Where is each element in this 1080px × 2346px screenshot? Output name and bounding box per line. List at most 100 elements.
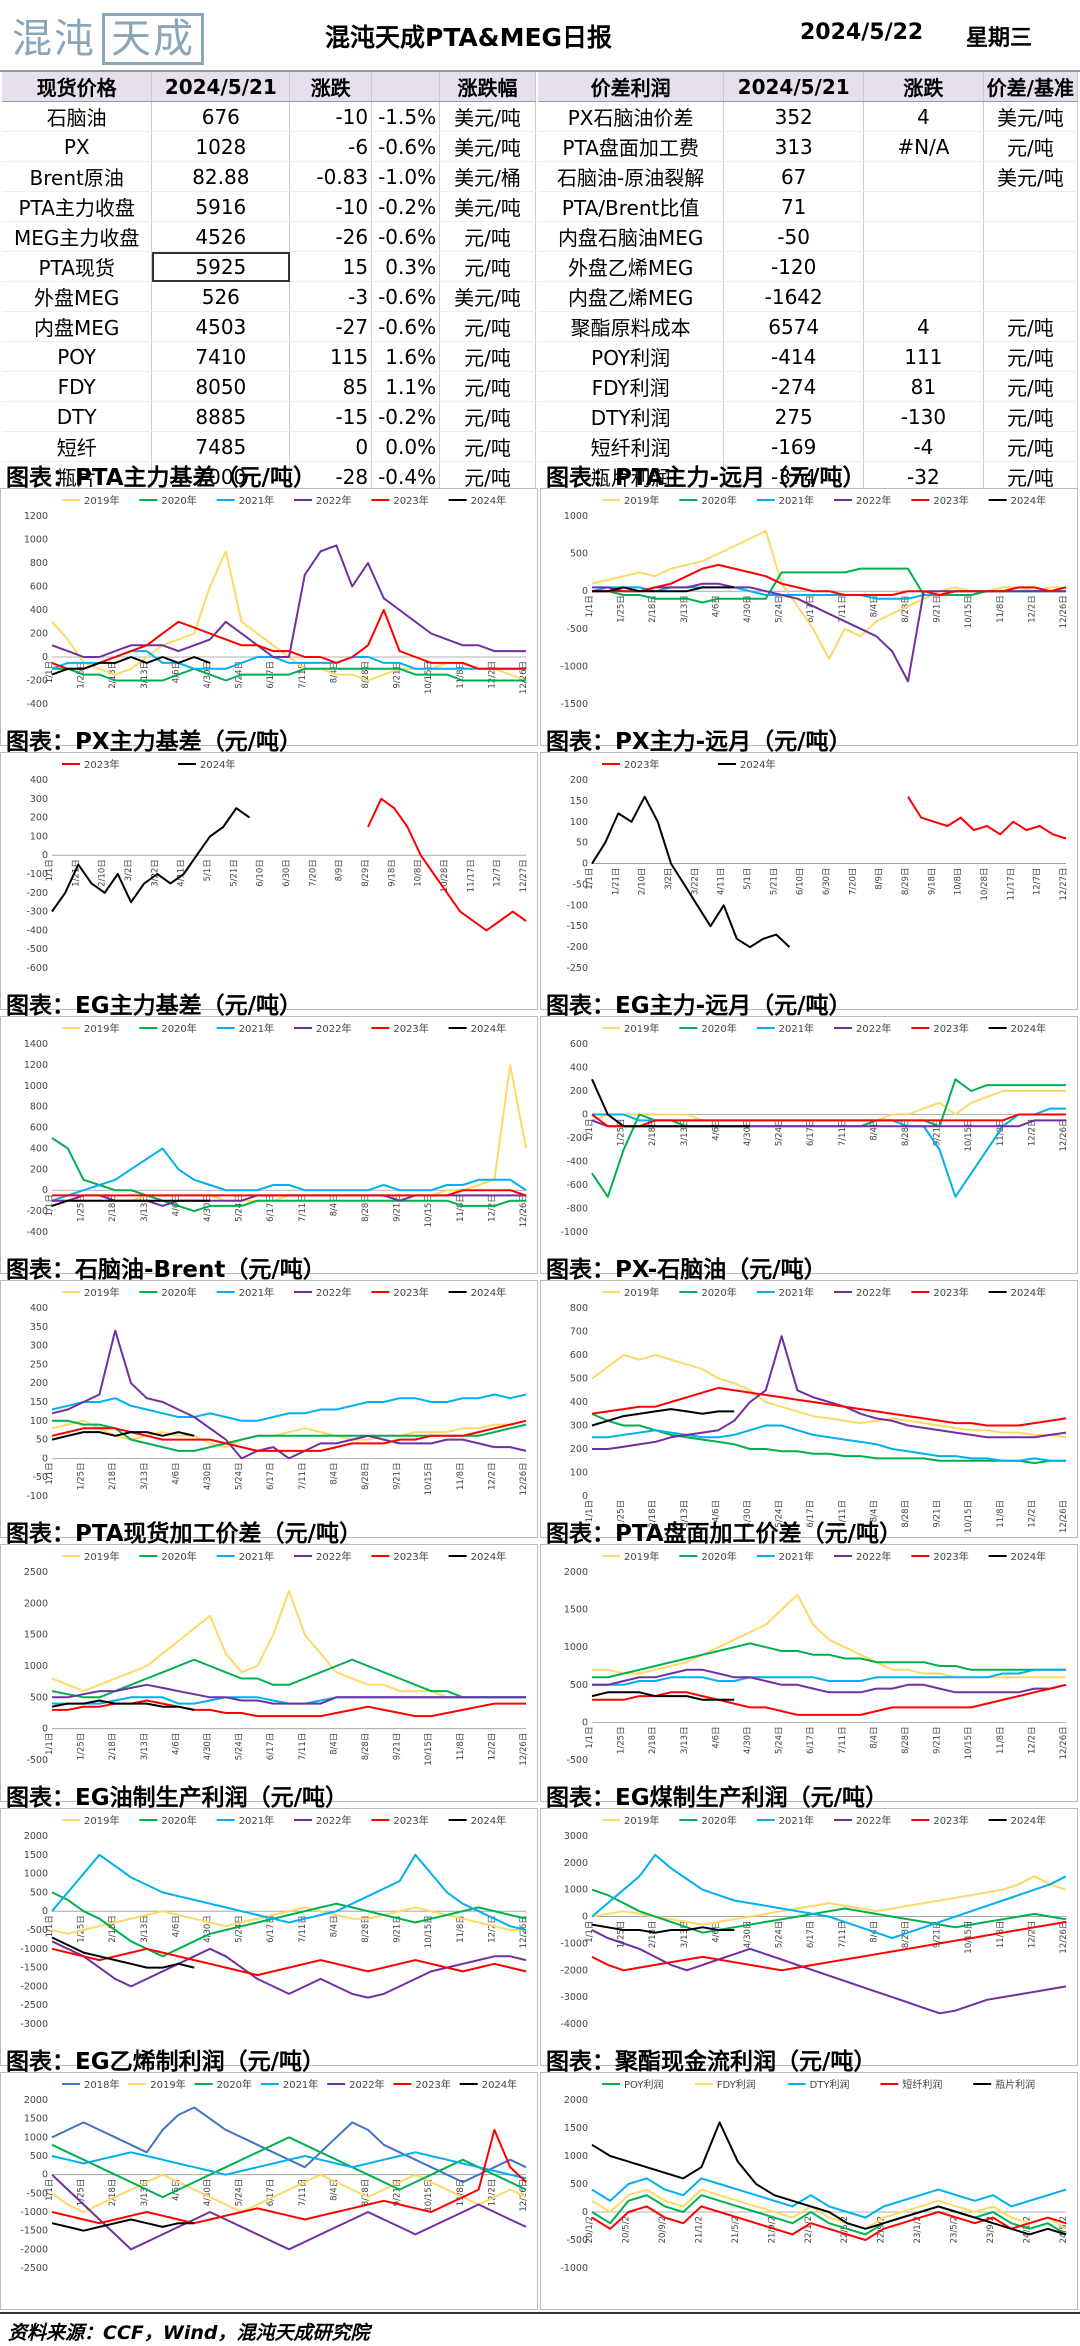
chart-panel: 2019年 2020年 2021年 2022年 2023年 2024年 -100 -50 0 50… — [0, 1280, 538, 1542]
x-tick-label: 6/17日 — [266, 1915, 276, 1943]
y-tick-label: 50 — [576, 838, 588, 849]
chart-svg: 2019年 2020年 2021年 2022年 2023年 2024年 -400 -200 0 2… — [0, 1016, 538, 1274]
x-tick-label: 12/27日 — [1059, 868, 1069, 901]
legend-entry: 2019年 — [62, 1814, 119, 1827]
x-tick-label: 2/10日 — [638, 868, 648, 896]
x-tick-label: 9/21日 — [393, 1915, 403, 1943]
series-line — [51, 1393, 527, 1422]
x-tick-label: 1/1日 — [45, 1915, 55, 1937]
legend-label: 2024年 — [471, 1022, 506, 1035]
legend-entry: 2021年 — [756, 1022, 814, 1035]
logo-text: 混沌 — [12, 16, 96, 62]
x-tick-label: 3/13日 — [140, 1915, 150, 1943]
x-tick-label: 4/30日 — [203, 1194, 213, 1222]
spread-table-header-cell: 2024/5/21 — [723, 72, 865, 102]
x-tick-label: 2/18日 — [648, 1726, 658, 1754]
chart-title: 图表：EG乙烯制利润（元/吨） — [6, 2049, 325, 2075]
spread-table-cell: 4 — [863, 101, 984, 132]
legend-label: 2020年 — [161, 1286, 196, 1299]
x-tick-label: 3/13日 — [680, 595, 690, 623]
legend-label: 2023年 — [393, 494, 428, 507]
series-line — [592, 1335, 1067, 1450]
x-tick-label: 4/6日 — [171, 1733, 181, 1755]
legend-entry: 2020年 — [679, 1022, 737, 1035]
spot-table-cell: PX — [2, 131, 153, 162]
spread-table-header-cell: 涨跌 — [863, 72, 984, 102]
x-tick-label: 4/30日 — [743, 1119, 753, 1147]
series-line — [51, 609, 526, 670]
x-tick-label: 8/28日 — [361, 1733, 371, 1761]
spot-table-cell: -26 — [289, 221, 373, 252]
spread-table-cell: -130 — [863, 401, 984, 432]
chart-svg: 2019年 2020年 2021年 2022年 2023年 2024年 -3000 -2500… — [0, 1808, 538, 2066]
spread-profit-table: 价差利润 2024/5/21 涨跌 价差/基准 PX石脑油价差 352 4 美元/吨 PTA盘面… — [538, 72, 1079, 492]
x-tick-label: 3/13日 — [140, 1462, 150, 1490]
y-tick-label: -1000 — [560, 1227, 588, 1238]
y-tick-label: 500 — [570, 2179, 588, 2190]
spread-table-cell — [983, 221, 1079, 252]
legend-entry: 2022年 — [294, 1022, 351, 1035]
spread-table-cell — [863, 221, 984, 252]
x-tick-label: 10/15日 — [964, 1921, 974, 1954]
spot-table-cell: 0 — [289, 431, 373, 462]
spot-table-cell: -0.6% — [371, 221, 441, 252]
y-tick-label: 50 — [36, 1435, 48, 1446]
x-tick-label: 3/13日 — [140, 661, 150, 689]
y-tick-label: 1000 — [24, 1081, 48, 1092]
y-tick-label: 0 — [42, 1724, 48, 1735]
spot-table-cell: 短纤 — [2, 431, 153, 462]
spot-table-cell: DTY — [2, 401, 153, 432]
spot-table-row: 瓶片 7000 -28 -0.4% 元/吨 — [2, 461, 536, 492]
spread-table-row: 聚酯原料成本 6574 4 元/吨 — [538, 311, 1079, 342]
y-tick-label: 500 — [30, 1887, 48, 1898]
spot-table-cell: -0.2% — [371, 191, 441, 222]
series-line — [592, 563, 1067, 596]
x-tick-label: 4/30日 — [203, 1733, 213, 1761]
y-tick-label: -200 — [26, 1206, 48, 1217]
x-tick-label: 4/6日 — [711, 1119, 721, 1141]
spot-table-cell: MEG主力收盘 — [2, 221, 153, 252]
y-tick-label: 1500 — [564, 1605, 588, 1616]
legend-label: DTY利润 — [810, 2078, 850, 2091]
legend-entry: 2023年 — [911, 1550, 969, 1563]
x-tick-label: 23/9/2 — [986, 2216, 996, 2243]
x-tick-label: 22/1/2 — [804, 2216, 814, 2243]
x-tick-label: 11/8日 — [456, 1733, 466, 1761]
spread-table-cell: -414 — [723, 341, 865, 372]
legend-entry: 2020年 — [139, 1022, 197, 1035]
y-tick-label: 400 — [30, 1303, 48, 1314]
x-tick-label: 5/24日 — [235, 1462, 245, 1490]
spread-table-row: 石脑油-原油裂解 67 美元/吨 — [538, 161, 1079, 192]
spread-table-row: 内盘石脑油MEG -50 — [538, 221, 1079, 252]
legend-entry: 2021年 — [756, 1286, 814, 1299]
spot-table-cell: PTA主力收盘 — [2, 191, 153, 222]
y-tick-label: 1500 — [24, 2114, 48, 2125]
spread-table-cell: 外盘乙烯MEG — [538, 251, 725, 282]
series-line — [52, 1189, 527, 1197]
y-tick-label: -1000 — [20, 1944, 48, 1955]
series-line — [591, 2205, 1067, 2241]
x-tick-label: 21/1/2 — [694, 2216, 704, 2243]
series-line — [592, 1642, 1066, 1679]
y-tick-label: 400 — [30, 1143, 48, 1154]
spread-table-cell: 81 — [863, 371, 984, 402]
y-tick-label: 300 — [30, 1341, 48, 1352]
spread-table-cell: FDY利润 — [538, 371, 725, 402]
x-tick-label: 10/15日 — [964, 1500, 974, 1533]
y-tick-label: 800 — [570, 1303, 588, 1314]
legend-entry: 2022年 — [294, 1814, 351, 1827]
y-tick-label: -50 — [572, 879, 588, 890]
y-tick-label: 600 — [570, 1039, 588, 1050]
spot-table-row: FDY 8050 85 1.1% 元/吨 — [2, 371, 536, 402]
spread-table-cell: 石脑油-原油裂解 — [538, 161, 725, 192]
spread-table-row: POY利润 -414 111 元/吨 — [538, 341, 1079, 372]
legend-entry: 2019年 — [602, 1814, 659, 1827]
x-tick-label: 7/11日 — [298, 1194, 308, 1222]
legend-entry: 2021年 — [756, 1814, 814, 1827]
x-tick-label: 1/21日 — [71, 859, 81, 887]
series-line — [51, 2151, 527, 2180]
legend-label: 2020年 — [701, 1550, 736, 1563]
chart-title: 图表：EG主力-远月（元/吨） — [546, 993, 852, 1019]
x-tick-label: 5/24日 — [235, 1915, 245, 1943]
x-tick-label: 4/6日 — [711, 1921, 721, 1943]
